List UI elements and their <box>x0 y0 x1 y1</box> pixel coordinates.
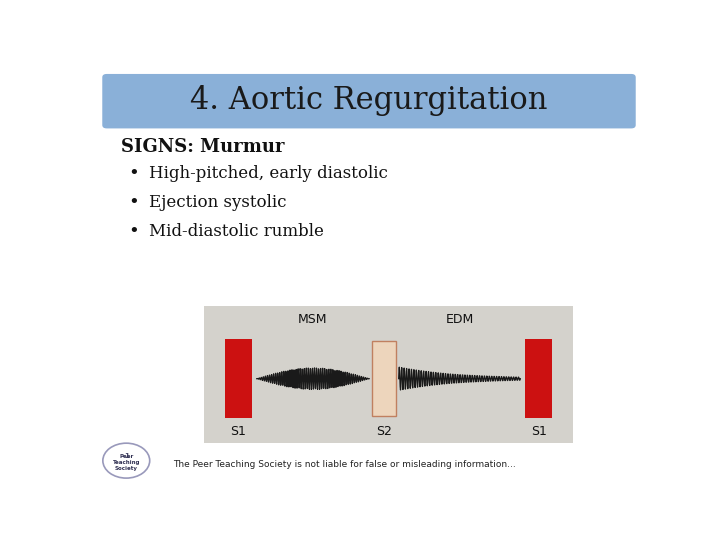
Text: Peer
Teaching
Society: Peer Teaching Society <box>112 454 140 470</box>
Text: EDM: EDM <box>446 313 474 327</box>
Text: Mid-diastolic rumble: Mid-diastolic rumble <box>148 223 323 240</box>
Text: Ejection systolic: Ejection systolic <box>148 194 286 211</box>
Text: S2: S2 <box>376 425 392 438</box>
FancyBboxPatch shape <box>102 74 636 129</box>
Text: •: • <box>128 194 139 212</box>
Text: S1: S1 <box>230 425 246 438</box>
Text: 4. Aortic Regurgitation: 4. Aortic Regurgitation <box>190 85 548 117</box>
Text: MSM: MSM <box>298 313 328 327</box>
Text: SIGNS: Murmur: SIGNS: Murmur <box>121 138 284 156</box>
Bar <box>204 306 572 443</box>
Text: S1: S1 <box>531 425 546 438</box>
Bar <box>525 339 552 418</box>
Text: High-pitched, early diastolic: High-pitched, early diastolic <box>148 165 387 181</box>
Text: The Peer Teaching Society is not liable for false or misleading information...: The Peer Teaching Society is not liable … <box>173 460 516 469</box>
Text: 1: 1 <box>124 454 129 460</box>
Bar <box>225 339 252 418</box>
Bar <box>372 341 396 416</box>
Text: •: • <box>128 165 139 183</box>
Text: •: • <box>128 223 139 241</box>
